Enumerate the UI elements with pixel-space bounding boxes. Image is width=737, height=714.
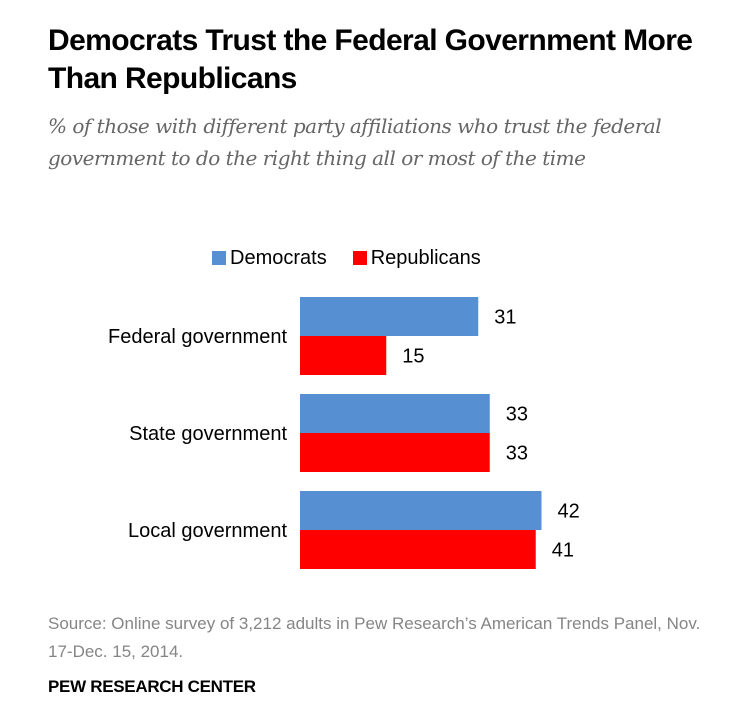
value-label-republicans-federal-government: 15	[402, 346, 424, 368]
category-label-local-government: Local government	[128, 520, 287, 542]
bar-republicans-federal-government	[300, 336, 387, 375]
legend-swatch-democrats	[212, 251, 226, 265]
bar-democrats-state-government	[300, 394, 490, 433]
brand-label: PEW RESEARCH CENTER	[48, 677, 256, 696]
value-label-republicans-local-government: 41	[552, 540, 574, 562]
legend-label-democrats: Democrats	[230, 246, 327, 269]
value-label-democrats-local-government: 42	[558, 501, 580, 523]
value-label-democrats-state-government: 33	[506, 404, 528, 426]
legend-item-democrats: Democrats	[212, 247, 327, 270]
category-label-state-government: State government	[129, 423, 287, 445]
bar-republicans-local-government	[300, 530, 536, 569]
bar-republicans-state-government	[300, 433, 490, 472]
bar-democrats-local-government	[300, 491, 542, 530]
chart-subtitle: % of those with different party affiliat…	[48, 114, 662, 170]
legend-item-republicans: Republicans	[352, 246, 481, 270]
bar-chart: Federal government 31 15 State government 33…	[108, 297, 580, 569]
bar-democrats-federal-government	[300, 297, 479, 336]
value-label-republicans-state-government: 33	[506, 443, 528, 465]
chart-title: Democrats Trust the Federal Government M…	[48, 24, 693, 95]
legend-label-republicans: Republicans	[370, 246, 481, 269]
legend: Democrats Republicans	[212, 245, 507, 271]
category-label-federal-government: Federal government	[108, 326, 287, 348]
source-note: Source: Online survey of 3,212 adults in…	[48, 614, 701, 661]
value-label-democrats-federal-government: 31	[494, 307, 516, 329]
legend-swatch-republicans	[352, 251, 367, 265]
